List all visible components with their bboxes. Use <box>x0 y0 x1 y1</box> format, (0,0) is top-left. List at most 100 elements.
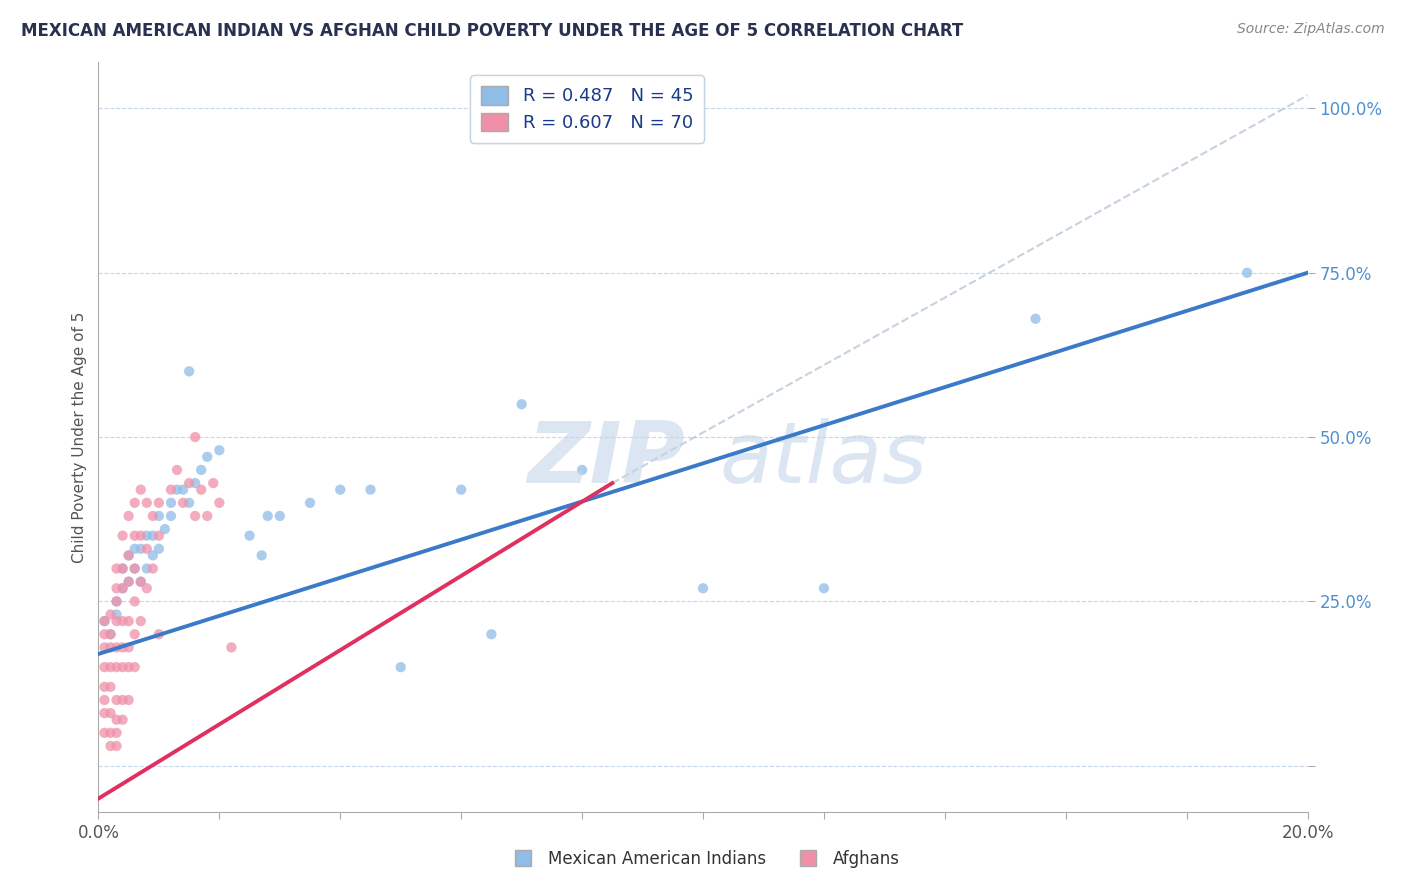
Point <box>179 364 201 378</box>
Point <box>100 680 122 694</box>
Point <box>510 397 533 411</box>
Point <box>360 483 382 497</box>
Point <box>166 463 188 477</box>
Point <box>124 541 146 556</box>
Point <box>111 614 134 628</box>
Point <box>105 693 128 707</box>
Point <box>129 574 152 589</box>
Point <box>93 640 115 655</box>
Point <box>118 640 141 655</box>
Point <box>135 581 157 595</box>
Point <box>190 483 212 497</box>
Point <box>105 561 128 575</box>
Point <box>105 614 128 628</box>
Point <box>105 713 128 727</box>
Point <box>124 561 146 575</box>
Point <box>124 529 146 543</box>
Point <box>118 549 141 563</box>
Point <box>105 739 128 753</box>
Point <box>172 496 194 510</box>
Point <box>118 574 141 589</box>
Point <box>105 607 128 622</box>
Point <box>135 541 157 556</box>
Point <box>100 627 122 641</box>
Point <box>129 541 152 556</box>
Point <box>135 561 157 575</box>
Point <box>142 549 165 563</box>
Point <box>111 529 134 543</box>
Point <box>118 549 141 563</box>
Point <box>166 483 188 497</box>
Point <box>172 483 194 497</box>
Point <box>208 496 231 510</box>
Point <box>124 496 146 510</box>
Point <box>118 693 141 707</box>
Point <box>239 529 262 543</box>
Point <box>111 660 134 674</box>
Text: Source: ZipAtlas.com: Source: ZipAtlas.com <box>1237 22 1385 37</box>
Point <box>813 581 835 595</box>
Point <box>111 581 134 595</box>
Point <box>299 496 322 510</box>
Point <box>118 614 141 628</box>
Point <box>100 627 122 641</box>
Text: MEXICAN AMERICAN INDIAN VS AFGHAN CHILD POVERTY UNDER THE AGE OF 5 CORRELATION C: MEXICAN AMERICAN INDIAN VS AFGHAN CHILD … <box>21 22 963 40</box>
Point <box>118 660 141 674</box>
Text: ZIP: ZIP <box>527 418 685 501</box>
Point <box>93 680 115 694</box>
Point <box>142 508 165 523</box>
Point <box>111 640 134 655</box>
Point <box>142 529 165 543</box>
Point <box>184 508 207 523</box>
Point <box>184 430 207 444</box>
Point <box>129 529 152 543</box>
Point <box>256 508 278 523</box>
Point <box>269 508 291 523</box>
Point <box>160 496 183 510</box>
Point <box>93 726 115 740</box>
Point <box>105 726 128 740</box>
Point <box>148 508 170 523</box>
Point <box>124 660 146 674</box>
Point <box>105 581 128 595</box>
Point <box>100 726 122 740</box>
Point <box>1236 266 1258 280</box>
Point <box>111 713 134 727</box>
Point <box>124 627 146 641</box>
Point <box>93 614 115 628</box>
Text: atlas: atlas <box>720 418 928 501</box>
Point <box>118 574 141 589</box>
Point <box>160 483 183 497</box>
Point <box>111 561 134 575</box>
Point <box>148 496 170 510</box>
Point <box>135 496 157 510</box>
Point <box>129 483 152 497</box>
Point <box>208 443 231 458</box>
Point <box>202 476 225 491</box>
Point <box>148 541 170 556</box>
Point <box>190 463 212 477</box>
Point <box>100 640 122 655</box>
Point <box>184 476 207 491</box>
Point <box>93 706 115 720</box>
Point <box>142 561 165 575</box>
Point <box>195 450 218 464</box>
Point <box>100 660 122 674</box>
Point <box>105 594 128 608</box>
Point <box>148 529 170 543</box>
Point <box>179 476 201 491</box>
Point <box>195 508 218 523</box>
Point <box>111 561 134 575</box>
Point <box>105 660 128 674</box>
Legend: R = 0.487   N = 45, R = 0.607   N = 70: R = 0.487 N = 45, R = 0.607 N = 70 <box>470 75 704 143</box>
Point <box>153 522 176 536</box>
Point <box>93 660 115 674</box>
Point <box>160 508 183 523</box>
Point <box>100 739 122 753</box>
Point <box>111 581 134 595</box>
Point <box>100 706 122 720</box>
Point <box>124 594 146 608</box>
Point <box>93 614 115 628</box>
Point <box>450 483 472 497</box>
Point <box>129 614 152 628</box>
